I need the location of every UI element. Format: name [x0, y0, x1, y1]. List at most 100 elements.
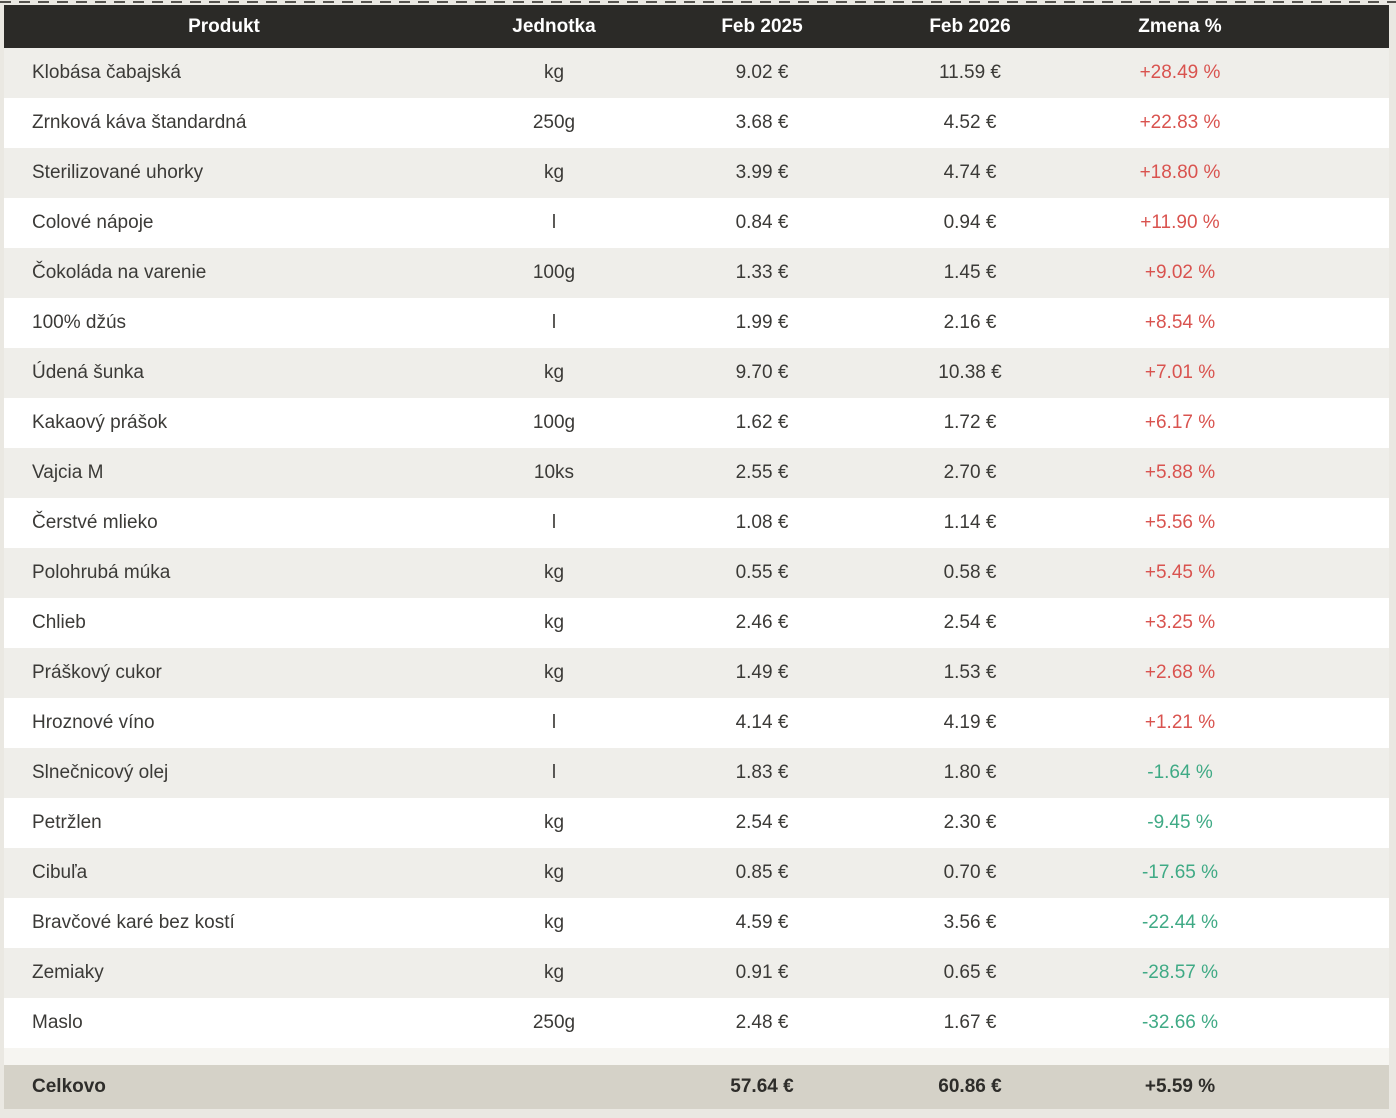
change-percent: +1.21 %	[1080, 698, 1280, 748]
row-spacer	[1280, 698, 1389, 748]
col-header-feb-2025: Feb 2025	[664, 5, 860, 48]
product-name: Sterilizované uhorky	[4, 148, 444, 198]
product-unit: kg	[444, 948, 664, 998]
price-feb-2026: 1.14 €	[860, 498, 1080, 548]
change-percent: -1.64 %	[1080, 748, 1280, 798]
price-comparison-table: Produkt Jednotka Feb 2025 Feb 2026 Zmena…	[4, 5, 1389, 1109]
price-feb-2025: 1.99 €	[664, 298, 860, 348]
price-feb-2026: 0.70 €	[860, 848, 1080, 898]
change-percent: +8.54 %	[1080, 298, 1280, 348]
change-percent: +18.80 %	[1080, 148, 1280, 198]
table-header-row: Produkt Jednotka Feb 2025 Feb 2026 Zmena…	[4, 5, 1389, 48]
product-unit: kg	[444, 848, 664, 898]
change-percent: +5.56 %	[1080, 498, 1280, 548]
change-percent: -17.65 %	[1080, 848, 1280, 898]
table-body: Klobása čabajská kg 9.02 € 11.59 € +28.4…	[4, 48, 1389, 1048]
row-spacer	[1280, 898, 1389, 948]
table-row: Petržlen kg 2.54 € 2.30 € -9.45 %	[4, 798, 1389, 848]
row-spacer	[1280, 298, 1389, 348]
col-header-produkt: Produkt	[4, 5, 444, 48]
table-row: Hroznové víno l 4.14 € 4.19 € +1.21 %	[4, 698, 1389, 748]
product-name: Petržlen	[4, 798, 444, 848]
change-percent: +9.02 %	[1080, 248, 1280, 298]
change-percent: -28.57 %	[1080, 948, 1280, 998]
table-spacer	[4, 1048, 1389, 1065]
dashed-cut-line	[0, 0, 1396, 5]
product-name: Hroznové víno	[4, 698, 444, 748]
total-label: Celkovo	[4, 1065, 444, 1109]
change-percent: +6.17 %	[1080, 398, 1280, 448]
product-name: Čokoláda na varenie	[4, 248, 444, 298]
table-row: Zrnková káva štandardná 250g 3.68 € 4.52…	[4, 98, 1389, 148]
change-percent: +11.90 %	[1080, 198, 1280, 248]
price-feb-2025: 3.99 €	[664, 148, 860, 198]
product-unit: kg	[444, 598, 664, 648]
change-percent: +5.88 %	[1080, 448, 1280, 498]
table-row: Práškový cukor kg 1.49 € 1.53 € +2.68 %	[4, 648, 1389, 698]
row-spacer	[1280, 198, 1389, 248]
price-feb-2025: 4.14 €	[664, 698, 860, 748]
total-change-percent: +5.59 %	[1080, 1065, 1280, 1109]
row-spacer	[1280, 498, 1389, 548]
price-feb-2025: 2.46 €	[664, 598, 860, 648]
product-name: Bravčové karé bez kostí	[4, 898, 444, 948]
total-spacer	[1280, 1065, 1389, 1109]
price-feb-2026: 4.52 €	[860, 98, 1080, 148]
product-unit: 250g	[444, 998, 664, 1048]
price-feb-2025: 1.08 €	[664, 498, 860, 548]
table-row: Bravčové karé bez kostí kg 4.59 € 3.56 €…	[4, 898, 1389, 948]
price-feb-2026: 2.30 €	[860, 798, 1080, 848]
price-feb-2026: 11.59 €	[860, 48, 1080, 98]
table-row: Čokoláda na varenie 100g 1.33 € 1.45 € +…	[4, 248, 1389, 298]
total-price-feb-2025: 57.64 €	[664, 1065, 860, 1109]
product-unit: kg	[444, 48, 664, 98]
product-unit: kg	[444, 898, 664, 948]
product-name: Údená šunka	[4, 348, 444, 398]
spacer-row	[4, 1048, 1389, 1065]
price-feb-2025: 2.48 €	[664, 998, 860, 1048]
product-name: Čerstvé mlieko	[4, 498, 444, 548]
row-spacer	[1280, 998, 1389, 1048]
price-feb-2025: 0.85 €	[664, 848, 860, 898]
row-spacer	[1280, 748, 1389, 798]
price-feb-2025: 0.55 €	[664, 548, 860, 598]
product-unit: kg	[444, 548, 664, 598]
product-unit: kg	[444, 648, 664, 698]
price-feb-2025: 9.70 €	[664, 348, 860, 398]
price-feb-2025: 3.68 €	[664, 98, 860, 148]
price-feb-2026: 1.45 €	[860, 248, 1080, 298]
price-feb-2025: 1.49 €	[664, 648, 860, 698]
col-header-feb-2026: Feb 2026	[860, 5, 1080, 48]
table-row: Cibuľa kg 0.85 € 0.70 € -17.65 %	[4, 848, 1389, 898]
change-percent: +7.01 %	[1080, 348, 1280, 398]
row-spacer	[1280, 348, 1389, 398]
row-spacer	[1280, 648, 1389, 698]
product-unit: 250g	[444, 98, 664, 148]
row-spacer	[1280, 398, 1389, 448]
row-spacer	[1280, 798, 1389, 848]
price-feb-2025: 1.33 €	[664, 248, 860, 298]
table-footer: Celkovo 57.64 € 60.86 € +5.59 %	[4, 1065, 1389, 1109]
row-spacer	[1280, 48, 1389, 98]
row-spacer	[1280, 598, 1389, 648]
price-feb-2026: 3.56 €	[860, 898, 1080, 948]
product-name: Práškový cukor	[4, 648, 444, 698]
product-name: Colové nápoje	[4, 198, 444, 248]
change-percent: +3.25 %	[1080, 598, 1280, 648]
table-row: Zemiaky kg 0.91 € 0.65 € -28.57 %	[4, 948, 1389, 998]
product-name: Polohrubá múka	[4, 548, 444, 598]
total-row: Celkovo 57.64 € 60.86 € +5.59 %	[4, 1065, 1389, 1109]
product-name: Maslo	[4, 998, 444, 1048]
price-feb-2026: 4.19 €	[860, 698, 1080, 748]
row-spacer	[1280, 448, 1389, 498]
row-spacer	[1280, 98, 1389, 148]
product-unit: 100g	[444, 398, 664, 448]
price-feb-2025: 2.55 €	[664, 448, 860, 498]
row-spacer	[1280, 148, 1389, 198]
col-header-spacer	[1280, 5, 1389, 48]
change-percent: +5.45 %	[1080, 548, 1280, 598]
total-unit	[444, 1065, 664, 1109]
price-feb-2026: 0.65 €	[860, 948, 1080, 998]
price-feb-2026: 4.74 €	[860, 148, 1080, 198]
